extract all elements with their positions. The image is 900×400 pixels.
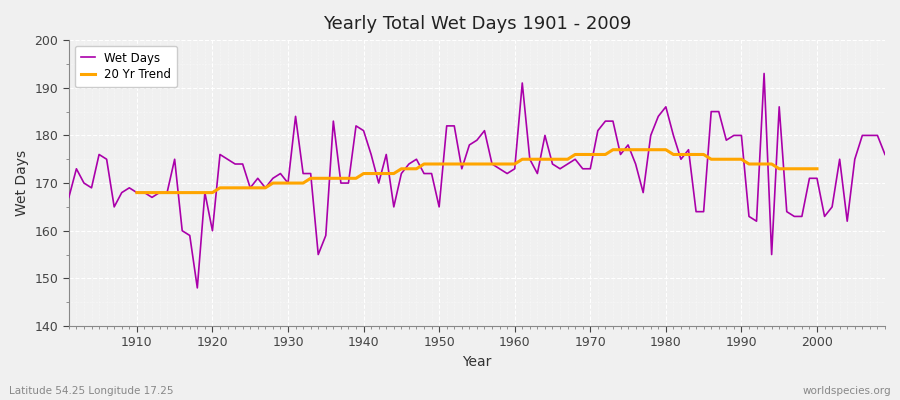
Wet Days xyxy=(343,181,354,186)
Wet Days xyxy=(509,166,520,171)
20 Yr Trend xyxy=(214,186,225,190)
Wet Days xyxy=(298,171,309,176)
Legend: Wet Days, 20 Yr Trend: Wet Days, 20 Yr Trend xyxy=(75,46,177,87)
Text: worldspecies.org: worldspecies.org xyxy=(803,386,891,396)
Line: 20 Yr Trend: 20 Yr Trend xyxy=(137,150,817,193)
20 Yr Trend xyxy=(796,166,807,171)
20 Yr Trend xyxy=(290,181,301,186)
Wet Days xyxy=(759,71,769,76)
Wet Days xyxy=(608,119,618,124)
Line: Wet Days: Wet Days xyxy=(68,74,885,288)
20 Yr Trend xyxy=(608,147,618,152)
20 Yr Trend xyxy=(305,176,316,181)
Title: Yearly Total Wet Days 1901 - 2009: Yearly Total Wet Days 1901 - 2009 xyxy=(323,15,631,33)
20 Yr Trend xyxy=(812,166,823,171)
Y-axis label: Wet Days: Wet Days xyxy=(15,150,29,216)
20 Yr Trend xyxy=(714,157,724,162)
Wet Days xyxy=(63,195,74,200)
Text: Latitude 54.25 Longitude 17.25: Latitude 54.25 Longitude 17.25 xyxy=(9,386,174,396)
Wet Days xyxy=(124,186,135,190)
Wet Days xyxy=(517,80,527,85)
X-axis label: Year: Year xyxy=(463,355,491,369)
20 Yr Trend xyxy=(804,166,814,171)
Wet Days xyxy=(192,286,202,290)
20 Yr Trend xyxy=(131,190,142,195)
Wet Days xyxy=(879,152,890,157)
